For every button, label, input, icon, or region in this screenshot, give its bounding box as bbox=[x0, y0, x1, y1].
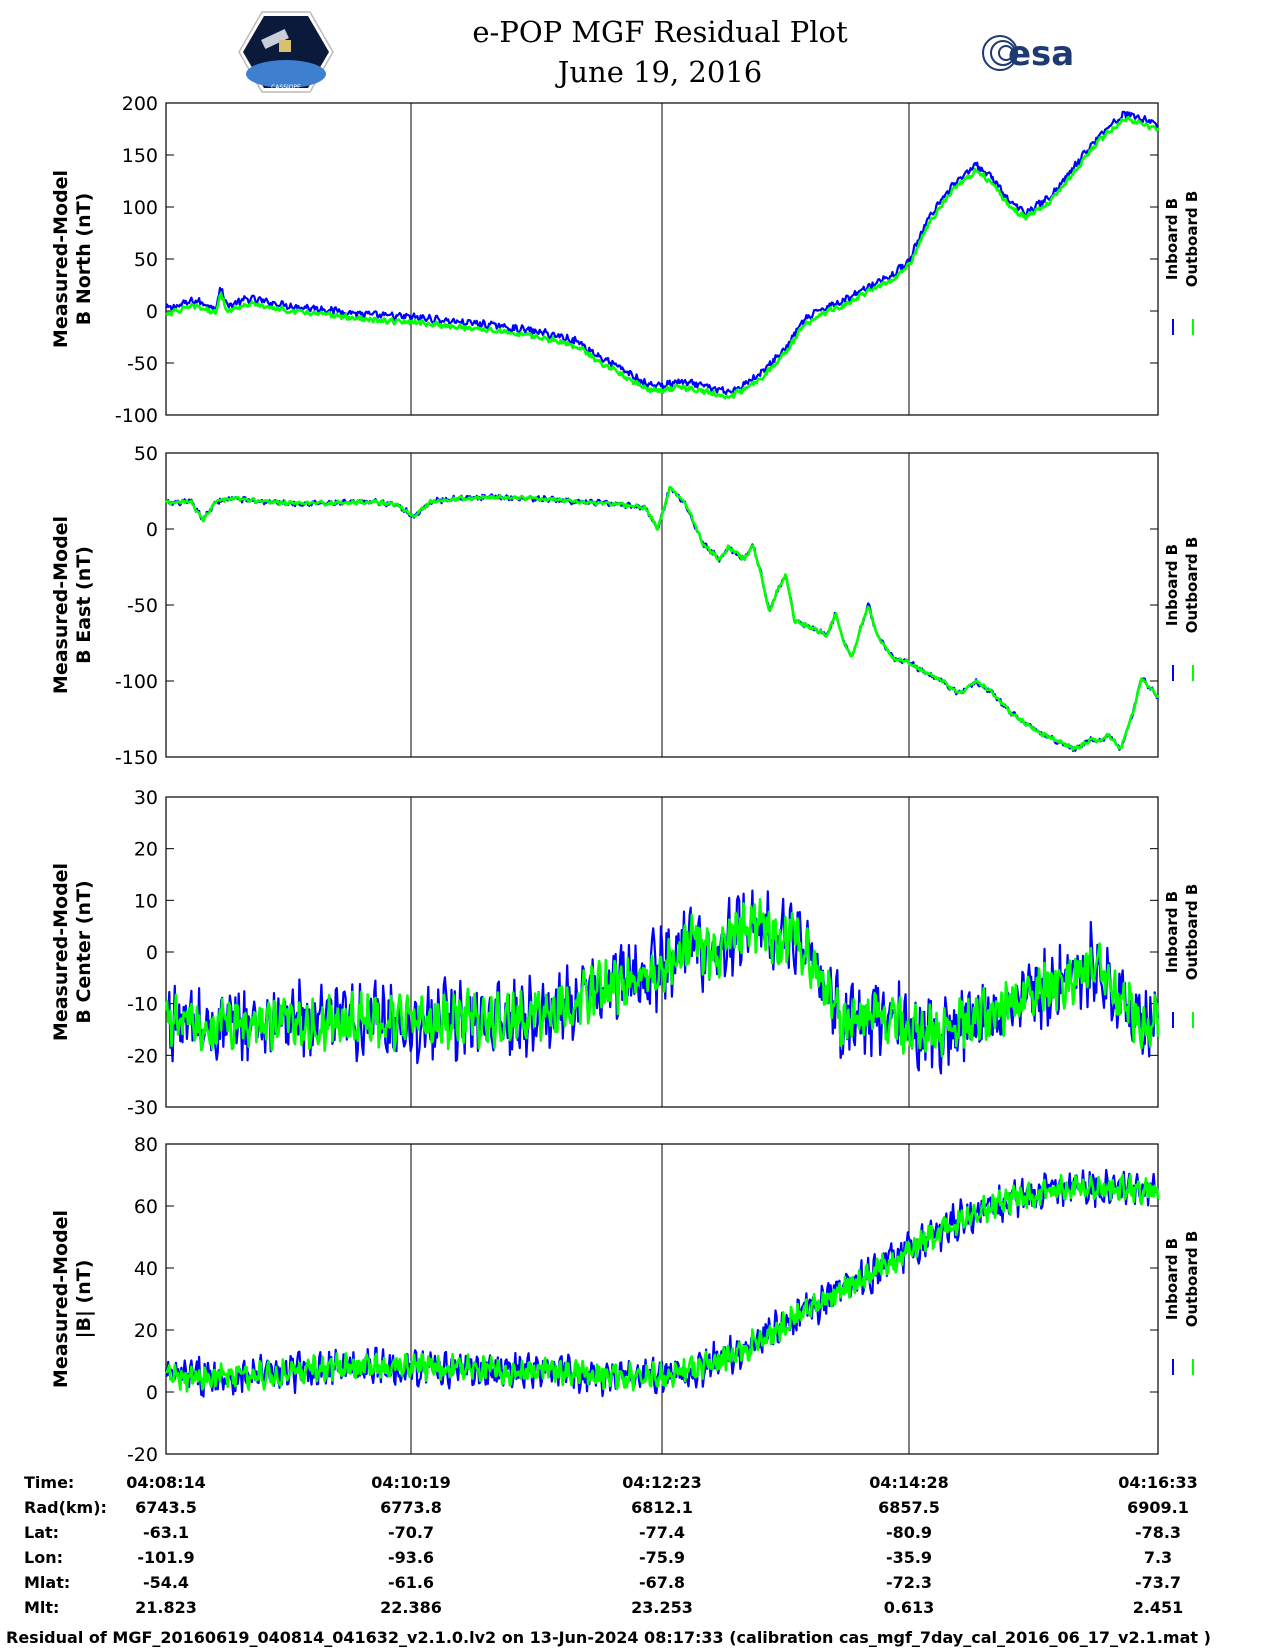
y-axis-label-line1: Measured-Model bbox=[50, 516, 72, 694]
orbit-value: -61.6 bbox=[388, 1573, 434, 1592]
chart-subtitle: June 19, 2016 bbox=[555, 55, 763, 89]
orbit-value: 6812.1 bbox=[631, 1498, 693, 1517]
y-tick-label: 20 bbox=[134, 1320, 158, 1342]
orbit-value: 6909.1 bbox=[1127, 1498, 1189, 1517]
y-axis-label-line2: B East (nT) bbox=[73, 546, 95, 664]
outboard-series-line bbox=[165, 116, 1160, 400]
cassiope-logo-text: CASSIOPE bbox=[271, 84, 301, 91]
esa-logo: esa bbox=[982, 34, 1074, 74]
x-tick-label: 04:08:14 bbox=[126, 1473, 206, 1492]
y-tick-label: -100 bbox=[115, 671, 158, 693]
outboard-series-line bbox=[164, 485, 1160, 751]
y-axis-label-line1: Measured-Model bbox=[50, 170, 72, 348]
orbit-value: 2.451 bbox=[1133, 1598, 1184, 1617]
outboard-series-line bbox=[165, 1173, 1160, 1393]
orbit-row-label: Rad(km): bbox=[24, 1498, 107, 1517]
cassiope-logo: CASSIOPE bbox=[238, 11, 334, 93]
orbit-value: 6743.5 bbox=[135, 1498, 197, 1517]
orbit-row-label: Mlat: bbox=[24, 1573, 70, 1592]
orbit-value: -70.7 bbox=[388, 1523, 434, 1542]
legend-inboard-label: Inboard B bbox=[1163, 198, 1181, 280]
orbit-value: -101.9 bbox=[137, 1548, 194, 1567]
orbit-value: -77.4 bbox=[639, 1523, 685, 1542]
y-tick-label: 100 bbox=[122, 197, 158, 219]
orbit-row-label: Lat: bbox=[24, 1523, 59, 1542]
footer-caption: Residual of MGF_20160619_040814_041632_v… bbox=[6, 1628, 1211, 1647]
legend-outboard-label: Outboard B bbox=[1183, 884, 1201, 981]
legend-outboard-label: Outboard B bbox=[1183, 191, 1201, 288]
y-axis-label-line1: Measured-Model bbox=[50, 863, 72, 1041]
y-tick-label: -50 bbox=[127, 595, 158, 617]
x-tick-label: 04:10:19 bbox=[371, 1473, 451, 1492]
y-tick-label: -30 bbox=[127, 1097, 158, 1119]
orbit-value: 23.253 bbox=[631, 1598, 693, 1617]
inboard-series-line bbox=[164, 110, 1159, 396]
orbit-value: -73.7 bbox=[1135, 1573, 1181, 1592]
orbit-value: -78.3 bbox=[1135, 1523, 1181, 1542]
y-tick-label: 0 bbox=[146, 301, 158, 323]
chart-title: e-POP MGF Residual Plot bbox=[472, 15, 848, 49]
orbit-value: -75.9 bbox=[639, 1548, 685, 1567]
y-tick-label: -20 bbox=[127, 1444, 158, 1466]
orbit-value: -80.9 bbox=[886, 1523, 932, 1542]
y-tick-label: 40 bbox=[134, 1258, 158, 1280]
panel-b-center: -30 -20 -10 0 10 20 30 Measured-Model B Center… bbox=[50, 787, 1201, 1119]
x-tick-label: 04:12:23 bbox=[622, 1473, 702, 1492]
orbit-value: 0.613 bbox=[884, 1598, 935, 1617]
orbit-value: -93.6 bbox=[388, 1548, 434, 1567]
y-tick-label: 0 bbox=[146, 1382, 158, 1404]
orbit-row-label: Mlt: bbox=[24, 1598, 59, 1617]
y-tick-label: -20 bbox=[127, 1045, 158, 1067]
y-tick-label: 200 bbox=[122, 93, 158, 115]
panel-b-east: -150 -100 -50 0 50 Measured-Model B East (nT… bbox=[50, 443, 1201, 769]
panel-b-magnitude: -20 0 20 40 60 80 Measured-Model |B| (nT) Inb… bbox=[50, 1134, 1201, 1466]
y-axis-label-line2: |B| (nT) bbox=[73, 1260, 95, 1339]
y-tick-label: -100 bbox=[115, 405, 158, 427]
legend-outboard-label: Outboard B bbox=[1183, 537, 1201, 634]
y-tick-label: -10 bbox=[127, 994, 158, 1016]
x-tick-label: 04:14:28 bbox=[869, 1473, 949, 1492]
legend-inboard-label: Inboard B bbox=[1163, 891, 1181, 973]
y-axis-label-line2: B North (nT) bbox=[73, 193, 95, 326]
y-tick-label: 0 bbox=[146, 942, 158, 964]
y-tick-label: 50 bbox=[134, 443, 158, 465]
orbit-row-label: Lon: bbox=[24, 1548, 63, 1567]
y-tick-label: 30 bbox=[134, 787, 158, 809]
y-tick-label: 60 bbox=[134, 1196, 158, 1218]
outboard-series-line bbox=[164, 898, 1160, 1058]
orbit-value: 6857.5 bbox=[878, 1498, 940, 1517]
orbit-value: -35.9 bbox=[886, 1548, 932, 1567]
orbit-info-table: Time: Rad(km): Lat: Lon: Mlat: Mlt: 04:08:14 67… bbox=[24, 1473, 1198, 1617]
orbit-value: 21.823 bbox=[135, 1598, 197, 1617]
y-tick-label: -50 bbox=[127, 353, 158, 375]
legend-inboard-label: Inboard B bbox=[1163, 1238, 1181, 1320]
orbit-value: 7.3 bbox=[1144, 1548, 1172, 1567]
orbit-row-label: Time: bbox=[24, 1473, 74, 1492]
y-axis-label-line2: B Center (nT) bbox=[73, 880, 95, 1023]
orbit-value: -72.3 bbox=[886, 1573, 932, 1592]
inboard-series-line bbox=[165, 889, 1160, 1075]
y-tick-label: 80 bbox=[134, 1134, 158, 1156]
orbit-value: -54.4 bbox=[143, 1573, 189, 1592]
x-tick-label: 04:16:33 bbox=[1118, 1473, 1198, 1492]
y-tick-label: 0 bbox=[146, 519, 158, 541]
orbit-value: 22.386 bbox=[380, 1598, 442, 1617]
y-tick-label: 20 bbox=[134, 839, 158, 861]
y-tick-label: 10 bbox=[134, 890, 158, 912]
y-axis-label-line1: Measured-Model bbox=[50, 1210, 72, 1388]
y-tick-label: 150 bbox=[122, 145, 158, 167]
legend-inboard-label: Inboard B bbox=[1163, 544, 1181, 626]
orbit-value: -67.8 bbox=[639, 1573, 685, 1592]
y-tick-label: -150 bbox=[115, 747, 158, 769]
panel-b-north: -100 -50 0 50 100 150 200 Measured-Model B Nor… bbox=[50, 93, 1201, 427]
legend-outboard-label: Outboard B bbox=[1183, 1231, 1201, 1328]
orbit-value: 6773.8 bbox=[380, 1498, 442, 1517]
orbit-value: -63.1 bbox=[143, 1523, 189, 1542]
y-tick-label: 50 bbox=[134, 249, 158, 271]
esa-logo-text: esa bbox=[1008, 34, 1074, 74]
